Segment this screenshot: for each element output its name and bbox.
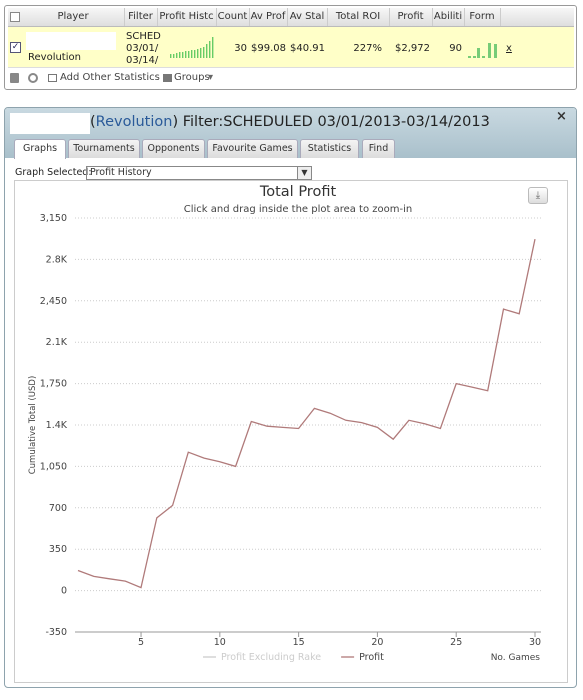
tab[interactable]: Graphs: [14, 139, 66, 159]
filter-text: SCHED: [126, 31, 161, 42]
header-cell[interactable]: Av Prof: [249, 8, 288, 26]
tab[interactable]: Find: [362, 139, 395, 158]
groups-icon: [163, 74, 172, 82]
graph-selected-label: Graph Selected:: [15, 167, 92, 178]
tab[interactable]: Opponents: [142, 139, 205, 158]
filter-text: 03/14/: [126, 55, 159, 66]
tab[interactable]: Statistics: [300, 139, 359, 158]
stats-panel: [4, 5, 577, 90]
dropdown-arrow: ▾: [208, 72, 214, 83]
count-cell: 30: [234, 43, 247, 54]
filter-text: 03/01/: [126, 43, 159, 54]
av-stake-cell: $40.91: [290, 43, 325, 54]
delete-icon[interactable]: [10, 73, 19, 83]
redacted-name: [26, 32, 116, 50]
redacted-name: [10, 113, 90, 134]
window-title: (Revolution) Filter:SCHEDULED 03/01/2013…: [90, 114, 490, 130]
player-name: Revolution: [28, 52, 81, 63]
add-stats-button[interactable]: Add Other Statistics: [60, 72, 160, 83]
header-cell[interactable]: Form: [464, 8, 501, 26]
graph-select[interactable]: Profit History: [86, 166, 312, 180]
header-cell[interactable]: Filter: [124, 8, 158, 26]
header-cell[interactable]: Abiliti: [432, 8, 465, 26]
profit-sparkline: [170, 37, 214, 58]
select-arrow[interactable]: ▼: [297, 167, 311, 179]
av-profit-cell: $99.08: [251, 43, 286, 54]
chart-frame: [14, 180, 568, 683]
profit-cell: $2,972: [395, 43, 430, 54]
title-text: ) Filter:SCHEDULED 03/01/2013-03/14/2013: [172, 114, 490, 130]
title-text: (: [90, 114, 96, 130]
row-checkbox[interactable]: ✓: [10, 42, 21, 53]
tab[interactable]: Tournaments: [68, 139, 140, 158]
header-cell[interactable]: Profit: [389, 8, 433, 26]
close-button[interactable]: ×: [556, 109, 567, 124]
header-cell[interactable]: Av Stal: [287, 8, 328, 26]
header-cell[interactable]: Count: [216, 8, 250, 26]
select-all-checkbox[interactable]: [10, 12, 20, 22]
refresh-icon[interactable]: [28, 73, 38, 83]
ability-cell: 90: [449, 43, 462, 54]
tab[interactable]: Favourite Games: [207, 139, 298, 158]
header-cell[interactable]: Total ROI: [327, 8, 390, 26]
header-cell[interactable]: Profit Histc: [157, 8, 217, 26]
add-icon: [48, 74, 57, 82]
roi-cell: 227%: [353, 43, 382, 54]
form-icon: [468, 43, 497, 58]
header-cell[interactable]: Player: [22, 8, 125, 26]
groups-button[interactable]: Groups: [174, 72, 210, 83]
title-player: Revolution: [95, 114, 173, 130]
download-button[interactable]: ⤓: [528, 187, 548, 204]
remove-link[interactable]: x: [506, 43, 512, 54]
